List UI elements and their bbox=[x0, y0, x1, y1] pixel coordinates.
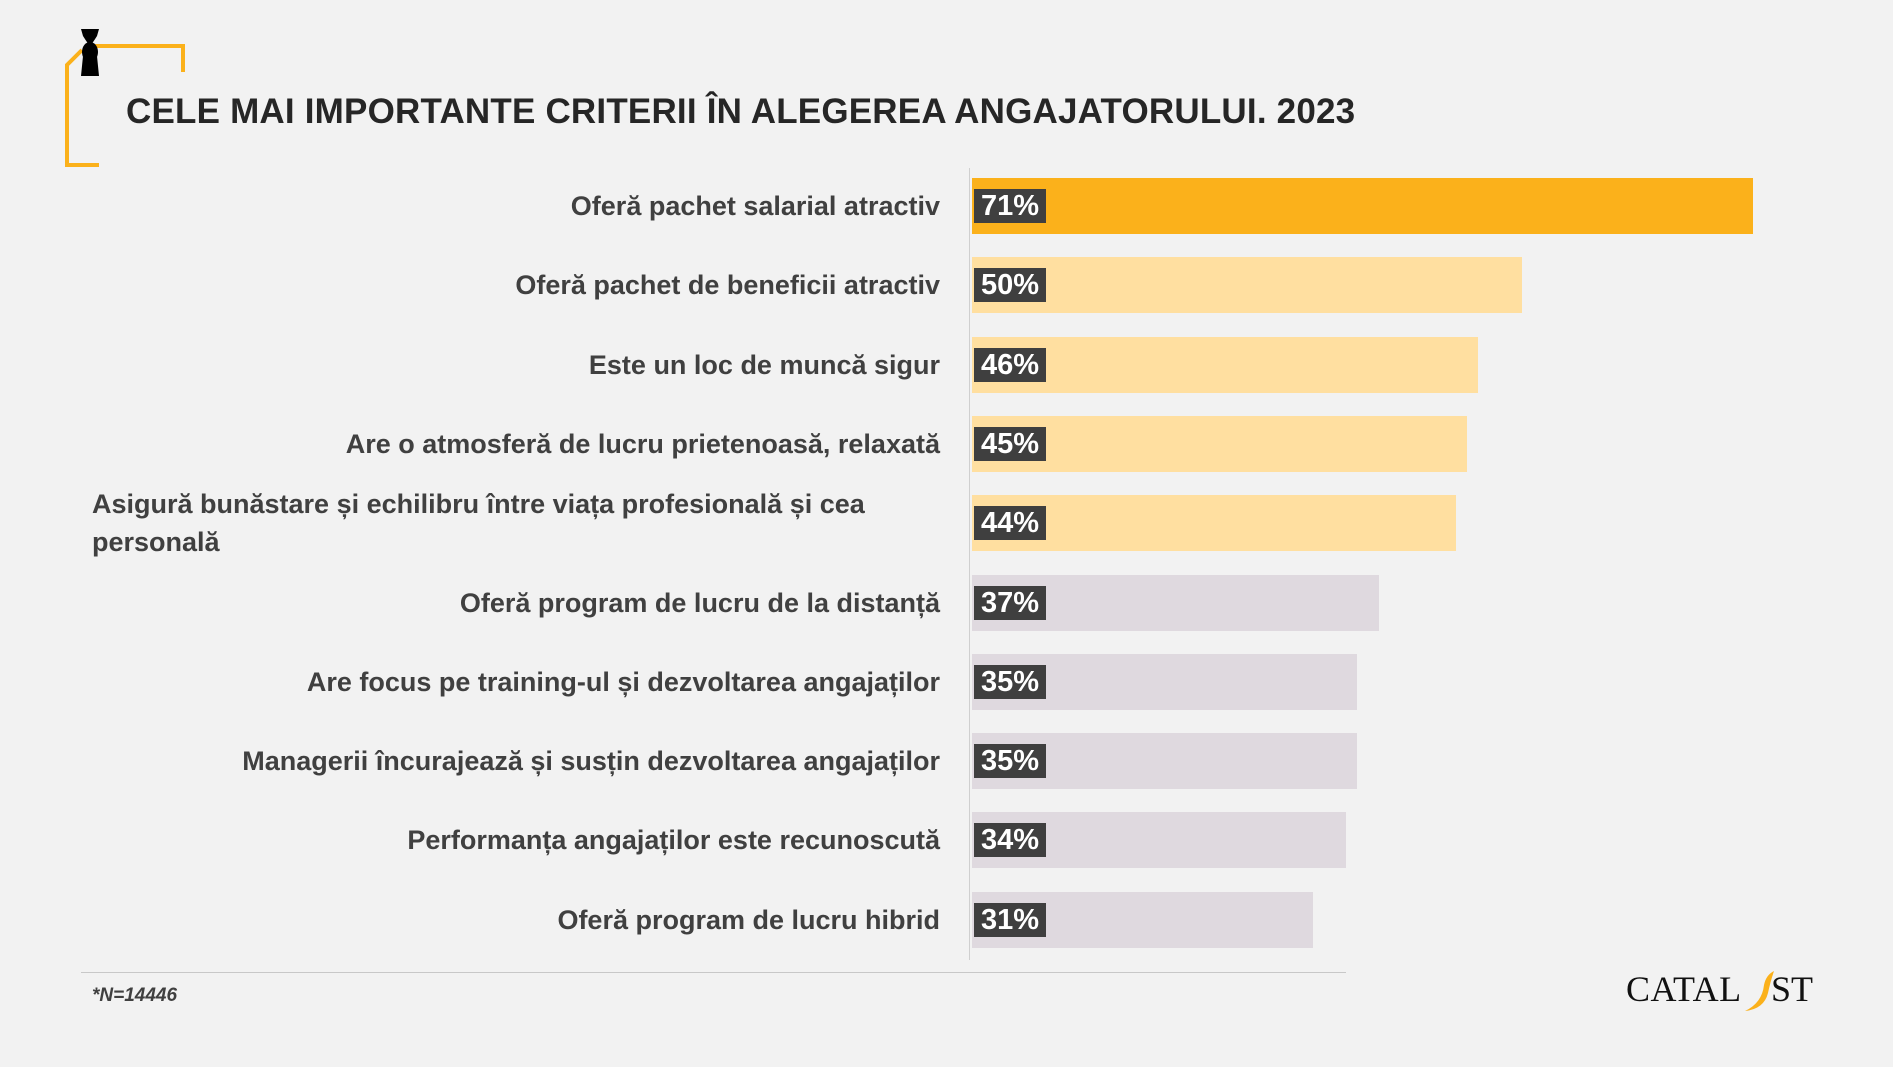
footnote: *N=14446 bbox=[92, 985, 178, 1006]
svg-text:CATAL: CATAL bbox=[1626, 969, 1742, 1009]
category-label: Are o atmosferă de lucru prietenoasă, re… bbox=[345, 428, 940, 459]
value-label: 44% bbox=[974, 506, 1046, 541]
category-label: Oferă program de lucru de la distanță bbox=[459, 587, 940, 618]
category-label: Managerii încurajează și susțin dezvolta… bbox=[242, 746, 940, 777]
category-label: Oferă program de lucru hibrid bbox=[557, 904, 940, 935]
bar bbox=[972, 257, 1522, 314]
value-label: 34% bbox=[974, 823, 1046, 858]
value-label: 37% bbox=[974, 585, 1046, 620]
bar-chart: 71% Oferă pachet salarial atractiv 50% Ofer… bbox=[92, 178, 1753, 948]
hourglass-icon bbox=[81, 29, 99, 76]
category-label: Performanța angajaților este recunoscută bbox=[407, 825, 940, 856]
value-label: 35% bbox=[974, 744, 1046, 779]
category-label: Are focus pe training-ul și dezvoltarea … bbox=[306, 666, 940, 697]
chart-title: CELE MAI IMPORTANTE CRITERII ÎN ALEGEREA… bbox=[126, 92, 1356, 131]
divider bbox=[81, 972, 1346, 973]
category-label: Oferă pachet salarial atractiv bbox=[570, 191, 940, 221]
svg-text:ST: ST bbox=[1771, 969, 1813, 1009]
bar bbox=[972, 415, 1467, 472]
value-label: 35% bbox=[974, 664, 1046, 699]
bar bbox=[972, 495, 1456, 552]
category-label: Oferă pachet de beneficii atractiv bbox=[515, 270, 940, 301]
value-label: 71% bbox=[974, 189, 1046, 223]
y-axis-line bbox=[969, 168, 970, 960]
bar bbox=[972, 336, 1478, 393]
value-label: 45% bbox=[974, 426, 1046, 461]
value-label: 31% bbox=[974, 902, 1046, 937]
category-label: Asigură bunăstare și echilibru între via… bbox=[92, 489, 865, 558]
bar bbox=[972, 178, 1753, 234]
category-label: Este un loc de muncă sigur bbox=[588, 349, 940, 380]
value-label: 50% bbox=[974, 268, 1046, 303]
header-bracket-decoration bbox=[65, 29, 185, 167]
value-label: 46% bbox=[974, 347, 1046, 382]
catalyst-logo: CATAL ST bbox=[1626, 969, 1813, 1011]
